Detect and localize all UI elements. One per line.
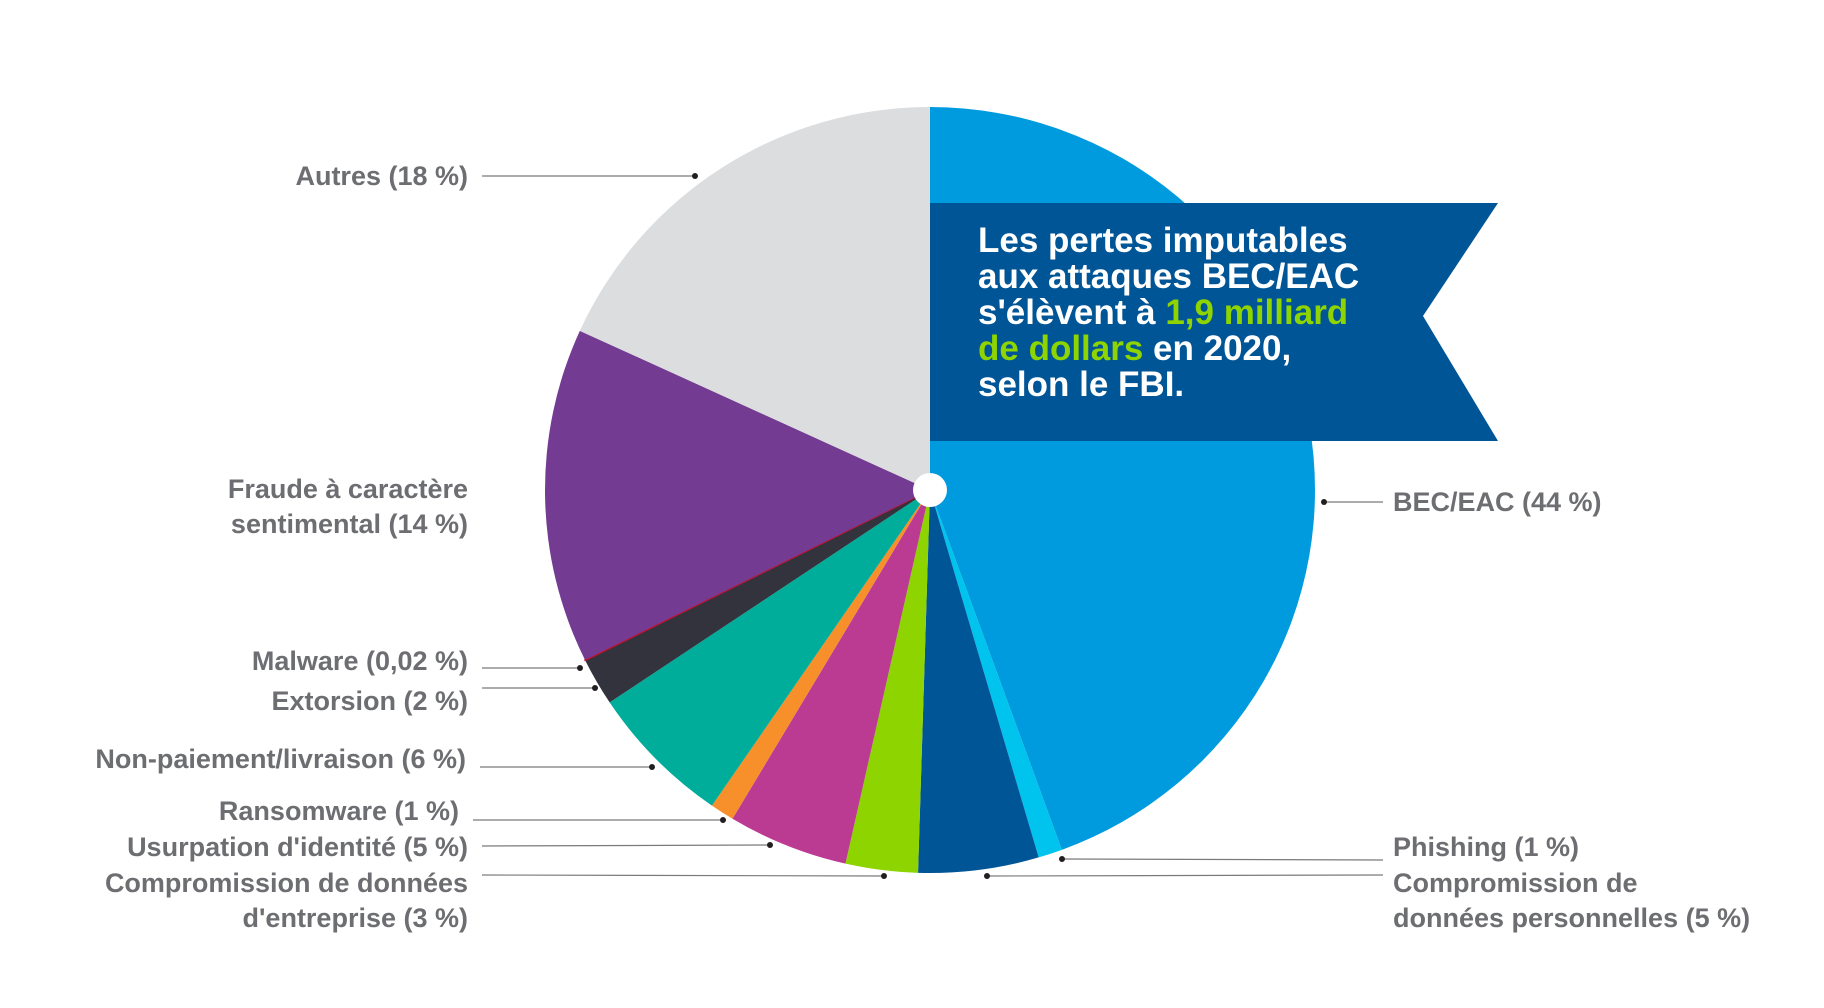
leader-dot-phishing-1 bbox=[1059, 856, 1065, 862]
leader-line-usurpation-d-identite-5 bbox=[481, 844, 771, 847]
pie-center-hole bbox=[913, 473, 947, 507]
slice-usurpation-d-identite-5 bbox=[732, 490, 930, 864]
slice-label-autres-18: Autres (18 %) bbox=[295, 161, 468, 191]
leader-dot-compromission-de-donnees-d-entreprise-3 bbox=[881, 873, 887, 879]
slice-label-compromission-de-donnees-d-entreprise-3: Compromission de données d'entreprise (3 … bbox=[105, 868, 468, 933]
slice-label-compromission-de-donnees-personnelles-5: Compromission de données personnelles (5 … bbox=[1393, 868, 1750, 933]
slice-label-phishing-1: Phishing (1 %) bbox=[1393, 832, 1579, 862]
leader-dot-malware-0-02 bbox=[577, 665, 583, 671]
slice-label-fraude-a-caractere-sentimental-14: Fraude à caractère sentimental (14 %) bbox=[228, 474, 468, 539]
leader-dot-non-paiement-livraison-6 bbox=[649, 764, 655, 770]
leader-dot-extorsion-2 bbox=[592, 685, 598, 691]
slice-compromission-de-donnees-d-entreprise-3 bbox=[845, 490, 930, 873]
slice-autres-18 bbox=[579, 107, 930, 490]
slice-compromission-de-donnees-personnelles-5 bbox=[918, 490, 1039, 873]
leader-line-compromission-de-donnees-d-entreprise-3 bbox=[481, 874, 885, 877]
slice-extorsion-2 bbox=[585, 490, 930, 703]
banner-text: Les pertes imputables aux attaques BEC/EA… bbox=[978, 221, 1359, 404]
label-leaders bbox=[473, 173, 1384, 879]
slice-ransomware-1 bbox=[711, 490, 930, 819]
leader-line-phishing-1 bbox=[1061, 858, 1384, 861]
leader-dot-usurpation-d-identite-5 bbox=[767, 842, 773, 848]
leader-dot-ransomware-1 bbox=[720, 817, 726, 823]
slice-labels: BEC/EAC (44 %) Phishing (1 %) Compromissio… bbox=[95, 161, 1750, 933]
slice-malware-0-02 bbox=[583, 489, 931, 662]
leader-line-compromission-de-donnees-personnelles-5 bbox=[986, 874, 1384, 877]
slice-label-malware-0-02: Malware (0,02 %) bbox=[252, 646, 468, 676]
slice-label-bec-eac-44: BEC/EAC (44 %) bbox=[1393, 487, 1602, 517]
slice-label-usurpation-d-identite-5: Usurpation d'identité (5 %) bbox=[127, 832, 468, 862]
leader-dot-compromission-de-donnees-personnelles-5 bbox=[984, 873, 990, 879]
slice-fraude-a-caractere-sentimental-14 bbox=[544, 330, 930, 660]
slice-label-ransomware-1: Ransomware (1 %) bbox=[219, 796, 459, 826]
info-banner: Les pertes imputables aux attaques BEC/EA… bbox=[930, 203, 1498, 441]
leader-dot-autres-18 bbox=[692, 173, 698, 179]
slice-non-paiement-livraison-6 bbox=[609, 490, 930, 806]
leader-dot-bec-eac-44 bbox=[1321, 499, 1327, 505]
slice-label-non-paiement-livraison-6: Non-paiement/livraison (6 %) bbox=[95, 744, 466, 774]
slice-label-extorsion-2: Extorsion (2 %) bbox=[271, 686, 468, 716]
slice-phishing-1 bbox=[930, 490, 1062, 858]
banner-ribbon bbox=[930, 203, 1498, 441]
